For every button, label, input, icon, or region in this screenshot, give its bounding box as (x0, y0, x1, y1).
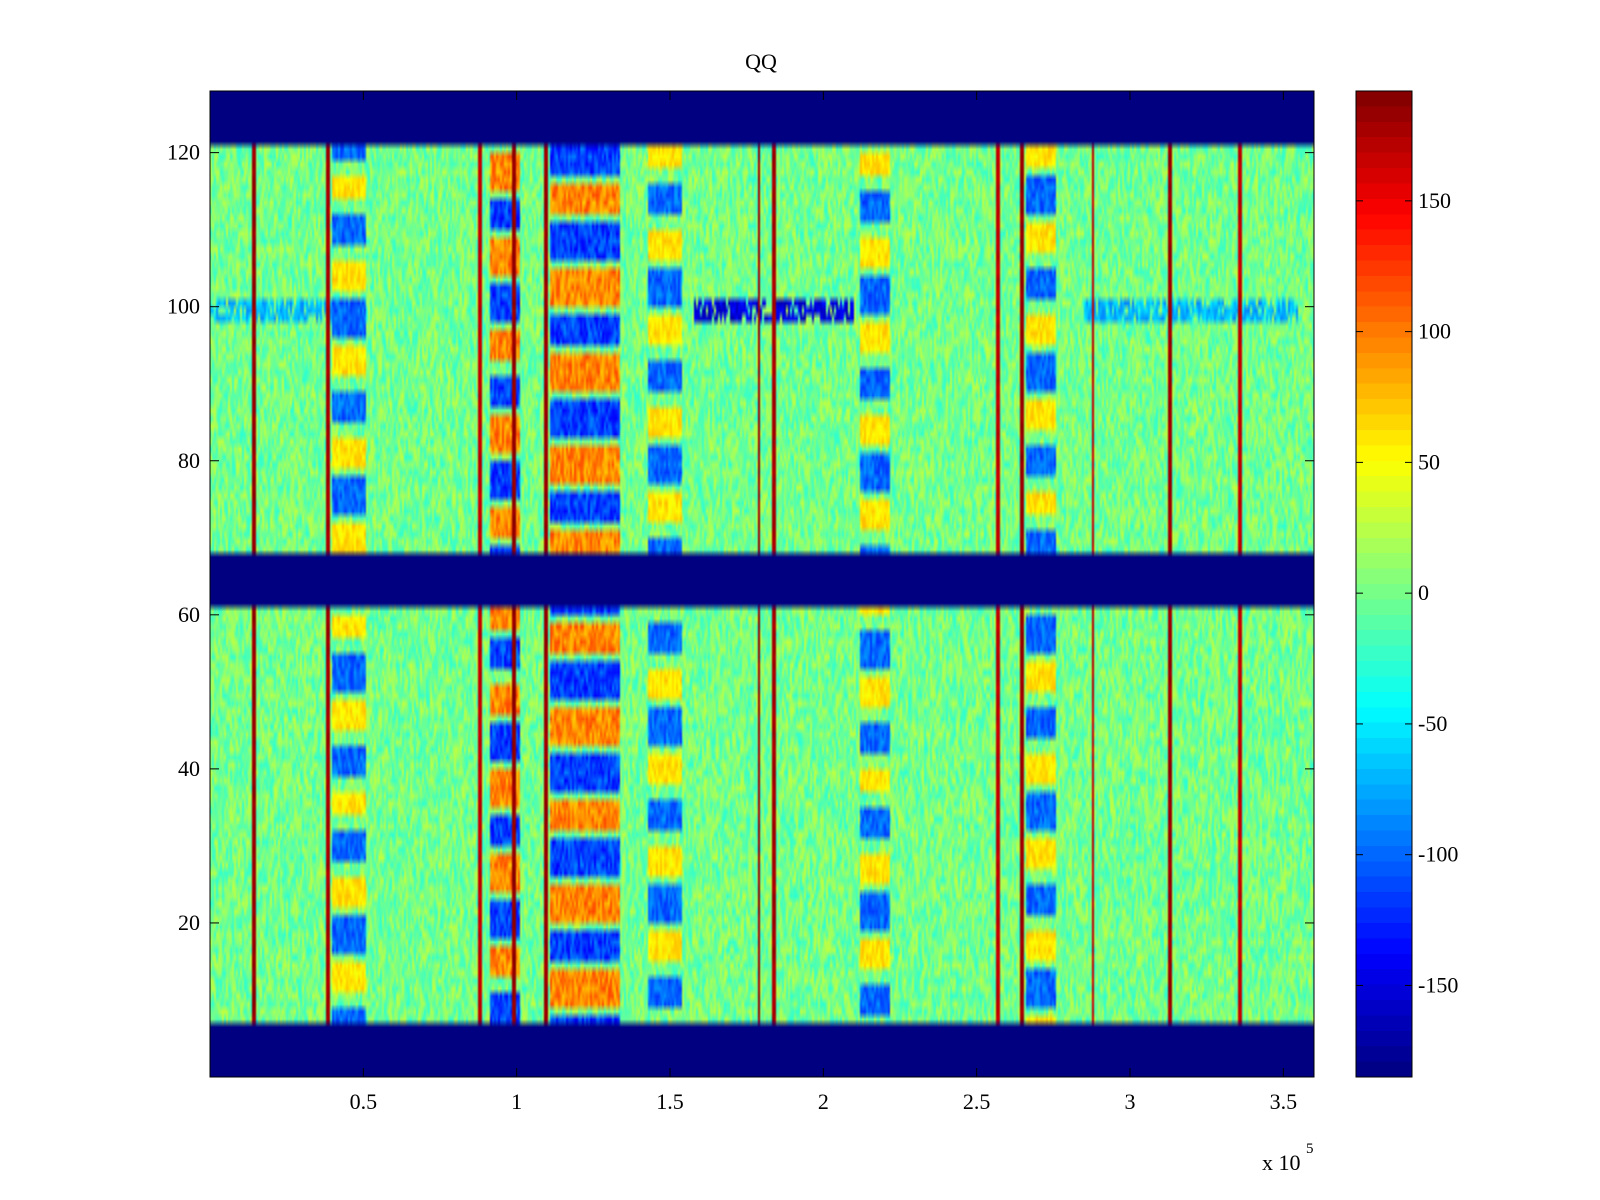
x-tick-label: 3.5 (1270, 1089, 1298, 1114)
colorbar-tick-label: 100 (1418, 319, 1451, 344)
y-tick-label: 80 (178, 448, 200, 473)
x-tick-label: 3 (1125, 1089, 1136, 1114)
y-tick-label: 100 (167, 294, 200, 319)
colorbar-ticks: -150 -100 -50 0 50 100 150 (1356, 188, 1458, 997)
colorbar-frame (1355, 90, 1413, 1078)
colorbar-tick-label: 150 (1418, 188, 1451, 213)
colorbar-tick-label: 50 (1418, 449, 1440, 474)
y-axis-ticks: 20 40 60 80 100 120 (167, 140, 1314, 935)
x-tick-label: 0.5 (350, 1089, 378, 1114)
colorbar-gradient (1356, 91, 1412, 1077)
colorbar-tick-label: -100 (1418, 842, 1458, 867)
y-tick-label: 20 (178, 910, 200, 935)
y-tick-label: 40 (178, 756, 200, 781)
x-axis-exponent-power: 5 (1306, 1141, 1314, 1157)
x-tick-label: 1 (511, 1089, 522, 1114)
colorbar: -150 -100 -50 0 50 100 150 (1355, 90, 1458, 1078)
x-tick-label: 2.5 (963, 1089, 991, 1114)
colorbar-tick-label: -50 (1418, 711, 1447, 736)
chart-title: QQ (745, 49, 777, 74)
plot-area: 0.5 1 1.5 2 2.5 3 3.5 20 40 60 80 100 120 (167, 90, 1315, 1114)
x-tick-label: 2 (818, 1089, 829, 1114)
colorbar-tick-label: -150 (1418, 972, 1458, 997)
heatmap-image (210, 91, 1314, 1077)
x-tick-label: 1.5 (656, 1089, 684, 1114)
x-axis-ticks: 0.5 1 1.5 2 2.5 3 3.5 (350, 91, 1298, 1114)
plot-frame (209, 90, 1315, 1078)
x-axis-exponent: x 10 5 (1262, 1141, 1314, 1175)
colorbar-tick-label: 0 (1418, 580, 1429, 605)
x-axis-exponent-base: x 10 (1262, 1150, 1301, 1175)
y-tick-label: 60 (178, 602, 200, 627)
y-tick-label: 120 (167, 140, 200, 165)
